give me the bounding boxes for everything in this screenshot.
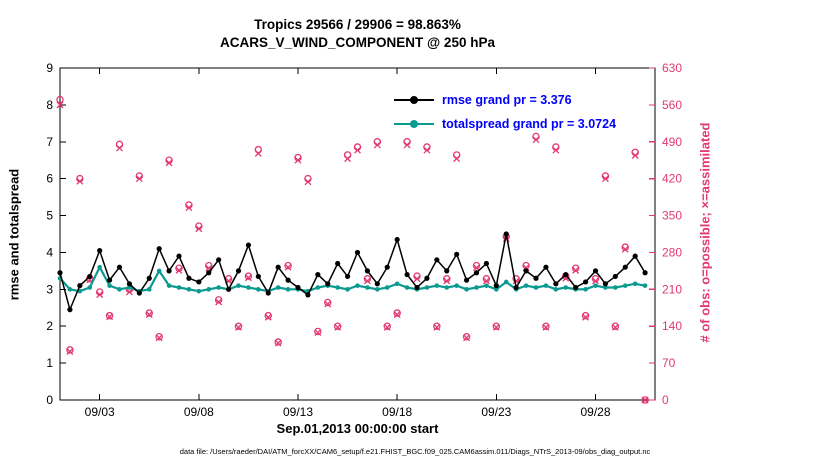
data-file-caption: data file: /Users/raeder/DAI/ATM_forcXX/… [179, 447, 651, 456]
svg-text:210: 210 [662, 282, 682, 296]
svg-text:140: 140 [662, 319, 682, 333]
svg-text:4: 4 [46, 245, 53, 259]
svg-text:09/13: 09/13 [283, 405, 313, 419]
svg-text:2: 2 [46, 319, 53, 333]
legend-label-rmse: rmse grand pr = 3.376 [442, 93, 572, 107]
rmse-line-sample-icon [394, 95, 434, 105]
svg-text:280: 280 [662, 245, 682, 259]
svg-text:09/23: 09/23 [481, 405, 511, 419]
chart-title: Tropics 29566 / 29906 = 98.863% ACARS_V_… [60, 16, 655, 52]
x-axis-label: Sep.01,2013 00:00:00 start [276, 421, 439, 436]
title-line-1: Tropics 29566 / 29906 = 98.863% [254, 17, 461, 32]
right-y-axis-label: # of obs: o=possible; ×=assimilated [697, 122, 713, 343]
svg-text:630: 630 [662, 61, 682, 75]
legend-item-rmse: rmse grand pr = 3.376 [394, 88, 616, 112]
svg-text:0: 0 [46, 393, 53, 407]
svg-text:70: 70 [662, 356, 676, 370]
svg-text:0: 0 [662, 393, 669, 407]
svg-text:5: 5 [46, 209, 53, 223]
svg-text:560: 560 [662, 98, 682, 112]
legend-item-totalspread: totalspread grand pr = 3.0724 [394, 112, 616, 136]
svg-text:6: 6 [46, 172, 53, 186]
svg-text:350: 350 [662, 209, 682, 223]
svg-text:9: 9 [46, 61, 53, 75]
svg-text:09/28: 09/28 [580, 405, 610, 419]
svg-text:420: 420 [662, 172, 682, 186]
svg-text:8: 8 [46, 98, 53, 112]
svg-text:7: 7 [46, 135, 53, 149]
svg-text:09/18: 09/18 [382, 405, 412, 419]
svg-text:1: 1 [46, 356, 53, 370]
svg-text:490: 490 [662, 135, 682, 149]
title-line-2: ACARS_V_WIND_COMPONENT @ 250 hPa [220, 35, 495, 50]
legend-label-totalspread: totalspread grand pr = 3.0724 [442, 117, 617, 131]
svg-text:09/03: 09/03 [85, 405, 115, 419]
svg-text:3: 3 [46, 282, 53, 296]
svg-text:09/08: 09/08 [184, 405, 214, 419]
totalspread-line-sample-icon [394, 119, 434, 129]
left-y-axis-label: rmse and totalspread [6, 168, 22, 301]
chart-legend: rmse grand pr = 3.376 totalspread grand … [394, 88, 616, 136]
